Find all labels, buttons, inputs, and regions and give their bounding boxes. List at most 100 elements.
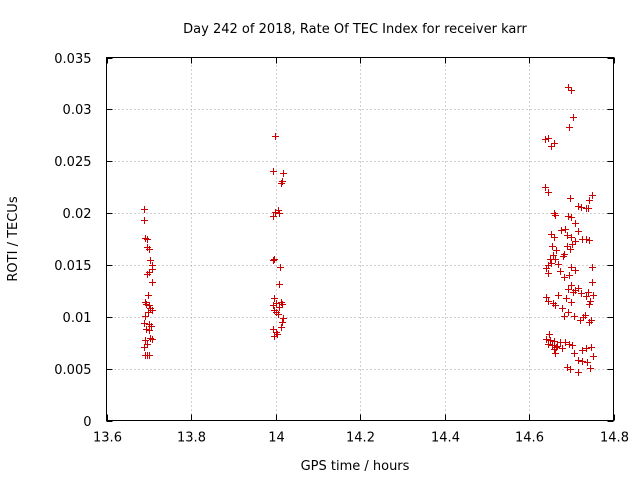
data-point — [579, 347, 586, 354]
data-point — [580, 314, 587, 321]
data-point — [561, 274, 568, 281]
data-point — [561, 313, 568, 320]
data-point — [143, 326, 150, 333]
data-point — [543, 336, 550, 343]
data-point — [550, 252, 557, 259]
y-tick-label: 0.03 — [63, 103, 92, 118]
data-point — [143, 301, 150, 308]
data-point — [559, 305, 566, 312]
data-point — [149, 279, 156, 286]
data-point — [566, 124, 573, 131]
data-point — [589, 192, 596, 199]
x-tick-label: 14.4 — [431, 431, 460, 446]
data-point — [549, 243, 556, 250]
data-point — [146, 327, 153, 334]
x-tick-label: 14.2 — [346, 431, 375, 446]
data-point — [589, 264, 596, 271]
data-point — [271, 256, 278, 263]
data-point — [542, 136, 549, 143]
data-point — [560, 253, 567, 260]
data-point — [543, 265, 550, 272]
data-point — [270, 302, 277, 309]
y-tick-label: 0 — [83, 415, 91, 430]
data-point — [572, 238, 579, 245]
y-axis-label: ROTI / TECUs — [6, 196, 21, 281]
data-point — [552, 212, 559, 219]
y-tick-label: 0.02 — [63, 207, 92, 222]
data-point — [148, 323, 155, 330]
data-point — [554, 343, 561, 350]
data-point — [585, 205, 592, 212]
data-point — [589, 279, 596, 286]
x-tick-label: 13.6 — [93, 431, 122, 446]
data-point — [555, 292, 562, 299]
data-point — [562, 226, 569, 233]
data-point — [270, 168, 277, 175]
data-point — [279, 319, 286, 326]
y-tick-label: 0.035 — [54, 52, 91, 67]
axis-ticks — [106, 57, 615, 422]
data-point — [270, 213, 277, 220]
data-point — [145, 292, 152, 299]
data-point — [577, 317, 584, 324]
data-point — [586, 319, 593, 326]
data-point — [575, 369, 582, 376]
data-point — [570, 114, 577, 121]
data-point — [565, 286, 572, 293]
data-point — [278, 180, 285, 187]
data-point — [565, 84, 572, 91]
data-point — [567, 366, 574, 373]
data-point — [549, 342, 556, 349]
x-tick-label: 14.8 — [600, 431, 629, 446]
data-point — [590, 353, 597, 360]
data-point — [584, 359, 591, 366]
data-point — [569, 342, 576, 349]
data-point — [145, 309, 152, 316]
data-point — [144, 271, 151, 278]
data-point — [552, 302, 559, 309]
data-point — [568, 264, 575, 271]
data-point — [149, 307, 156, 314]
data-point — [147, 257, 154, 264]
data-point — [587, 298, 594, 305]
data-point — [575, 228, 582, 235]
data-point — [547, 337, 554, 344]
data-point — [144, 236, 151, 243]
data-point — [564, 232, 571, 239]
data-point — [141, 217, 148, 224]
data-point — [149, 336, 156, 343]
data-point — [559, 345, 566, 352]
data-point — [545, 135, 552, 142]
data-point — [579, 358, 586, 365]
data-point — [141, 206, 148, 213]
data-point — [575, 203, 582, 210]
data-point — [553, 247, 560, 254]
data-point — [555, 261, 562, 268]
data-point — [545, 270, 552, 277]
data-point — [586, 197, 593, 204]
data-point — [562, 339, 569, 346]
data-point — [146, 246, 153, 253]
data-point — [271, 295, 278, 302]
data-point — [279, 301, 286, 308]
data-point — [565, 213, 572, 220]
data-point — [568, 214, 575, 221]
data-point — [583, 345, 590, 352]
chart-title: Day 242 of 2018, Rate Of TEC Index for r… — [183, 22, 527, 37]
data-point — [578, 290, 585, 297]
data-point — [278, 324, 285, 331]
data-point — [275, 311, 282, 318]
data-point — [142, 337, 149, 344]
data-point — [545, 341, 552, 348]
data-point — [277, 264, 284, 271]
y-tick-labels: 0 0.005 0.01 0.015 0.02 0.025 0.03 0.035 — [54, 52, 91, 430]
data-point — [542, 184, 549, 191]
data-point — [545, 298, 552, 305]
y-tick-label: 0.015 — [54, 259, 91, 274]
data-point — [568, 299, 575, 306]
data-point — [567, 195, 574, 202]
data-point — [571, 350, 578, 357]
data-point — [568, 282, 575, 289]
